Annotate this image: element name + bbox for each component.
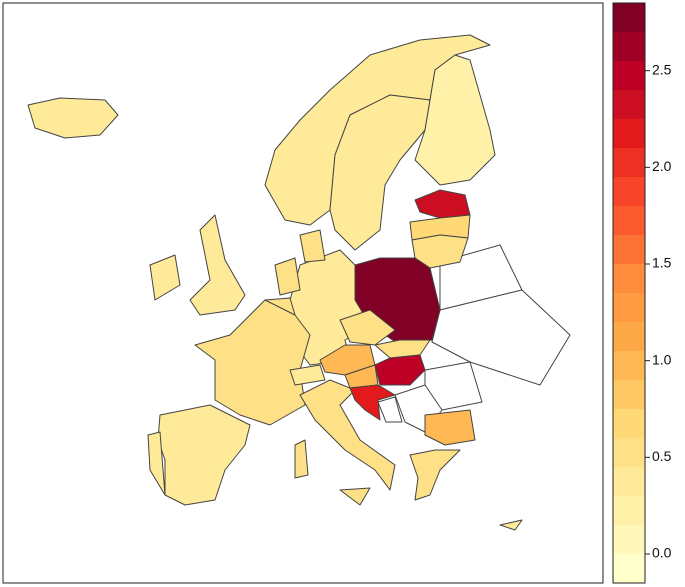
countries xyxy=(27,34,523,531)
legend-band xyxy=(613,467,645,496)
country xyxy=(339,309,396,346)
legend-band xyxy=(613,554,645,583)
legend-tick-label: 2.5 xyxy=(652,61,672,77)
country xyxy=(339,487,371,506)
country xyxy=(299,229,326,263)
country xyxy=(499,519,523,531)
legend-band xyxy=(613,525,645,554)
legend-band xyxy=(613,438,645,467)
country xyxy=(414,54,496,186)
country xyxy=(374,339,431,359)
legend-tick-label: 2.0 xyxy=(652,158,672,174)
legend-band xyxy=(613,351,645,380)
region xyxy=(377,396,403,423)
country xyxy=(294,439,309,479)
country xyxy=(149,254,181,301)
country xyxy=(157,404,251,506)
legend-band xyxy=(613,206,645,235)
country xyxy=(274,257,301,296)
legend-band xyxy=(613,409,645,438)
legend-band xyxy=(613,148,645,177)
legend-band xyxy=(613,322,645,351)
country xyxy=(299,379,396,491)
legend-band xyxy=(613,177,645,206)
legend-tick-label: 0.0 xyxy=(652,545,672,561)
color-legend: 0.0 0.5 1.0 1.5 2.0 2.5 xyxy=(612,2,672,584)
legend-band xyxy=(613,3,645,32)
region xyxy=(431,289,571,386)
legend-band xyxy=(613,90,645,119)
legend-tick-label: 1.5 xyxy=(652,255,672,271)
legend-band xyxy=(613,32,645,61)
legend-tick-label: 1.0 xyxy=(652,351,672,367)
country xyxy=(409,449,461,501)
country xyxy=(147,431,166,496)
country xyxy=(27,97,119,139)
country xyxy=(289,364,326,386)
legend-band xyxy=(613,293,645,322)
country xyxy=(194,299,311,426)
legend-band xyxy=(613,235,645,264)
legend-band xyxy=(613,264,645,293)
legend-band xyxy=(613,119,645,148)
legend-band xyxy=(613,61,645,90)
country xyxy=(424,409,476,446)
legend-band xyxy=(613,380,645,409)
country xyxy=(349,384,396,421)
legend-frame xyxy=(612,2,646,584)
country xyxy=(329,94,431,251)
legend-tick-label: 0.5 xyxy=(652,448,672,464)
country xyxy=(189,214,246,316)
legend-band xyxy=(613,496,645,525)
country xyxy=(374,354,426,386)
